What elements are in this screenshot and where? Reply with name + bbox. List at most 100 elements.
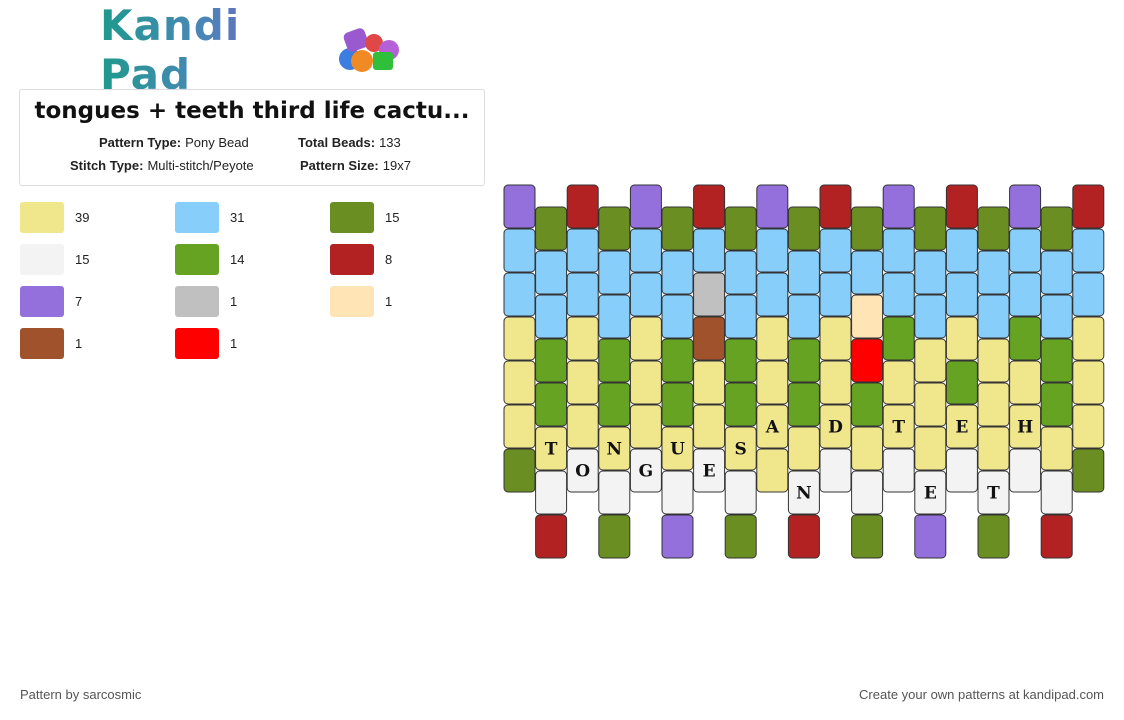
bead-letter: E [955,418,968,438]
pattern-credit: Pattern by sarcosmic [20,687,142,702]
bead [882,316,915,361]
bead [503,184,536,229]
legend-count: 15 [75,252,90,267]
bead [661,206,694,251]
bead [724,338,757,383]
bead [851,382,884,427]
bead [914,382,947,427]
kandi-pad-logo[interactable]: Kandi Pad [100,1,410,99]
total-beads-value: 133 [379,135,401,150]
bead-letter: T [892,418,905,438]
bead [535,250,568,295]
bead [1072,316,1105,361]
bead [1040,206,1073,251]
bead [566,272,599,317]
legend-swatch [20,244,64,275]
bead [693,272,726,317]
bead [629,404,662,449]
bead [598,294,631,339]
legend-count: 14 [230,252,245,267]
bead [724,426,757,471]
bead [977,426,1010,471]
bead [914,426,947,471]
pattern-type-value: Pony Bead [185,135,249,150]
bead [661,426,694,471]
bead [503,228,536,273]
bead [977,294,1010,339]
bead-letter: D [828,418,843,438]
legend-item: 39 [20,202,89,233]
legend-count: 15 [385,210,400,225]
legend-swatch [175,328,219,359]
legend-count: 7 [75,294,83,309]
bead [1040,250,1073,295]
legend-item: 7 [20,286,82,317]
bead [629,316,662,361]
bead [598,206,631,251]
pattern-info-card: tongues + teeth third life cactu... Patt… [19,89,485,186]
bead [503,404,536,449]
bead [1009,272,1042,317]
bead [851,294,884,339]
bead [787,206,820,251]
bead [1040,294,1073,339]
bead [1040,514,1073,559]
stitch-type-value: Multi-stitch/Peyote [147,158,254,173]
bead [756,404,789,449]
bead [914,338,947,383]
bead [1072,448,1105,493]
legend-swatch [330,244,374,275]
bead [661,294,694,339]
bead [629,184,662,229]
bead [945,184,978,229]
legend-count: 1 [385,294,393,309]
bead-letter: G [639,462,654,482]
bead [1072,360,1105,405]
bead [693,228,726,273]
bead [724,250,757,295]
stitch-type: Stitch Type: Multi-stitch/Peyote [70,158,254,173]
bead [1009,316,1042,361]
legend-count: 1 [230,294,238,309]
bead [661,250,694,295]
bead [914,206,947,251]
bead [535,426,568,471]
kandipad-link[interactable]: Create your own patterns at kandipad.com [859,687,1104,702]
bead [1009,404,1042,449]
bead [977,250,1010,295]
bead [566,316,599,361]
bead [787,426,820,471]
bead-letter: T [987,484,1000,504]
bead [882,404,915,449]
bead [851,206,884,251]
bead [724,514,757,559]
bead [787,470,820,515]
bead [977,382,1010,427]
bead [756,184,789,229]
legend-item: 15 [330,202,399,233]
bead [787,514,820,559]
bead [819,360,852,405]
bead-letter: T [545,440,558,460]
pattern-type: Pattern Type: Pony Bead [99,135,249,150]
bead [756,228,789,273]
bead [882,448,915,493]
bead [598,514,631,559]
bead [945,360,978,405]
legend-swatch [20,286,64,317]
bead-letter: S [735,440,747,460]
total-beads-label: Total Beads: [298,135,376,150]
legend-count: 8 [385,252,393,267]
legend-item: 14 [175,244,244,275]
legend-swatch [20,202,64,233]
bead [693,404,726,449]
bead [566,360,599,405]
bead [819,448,852,493]
legend-item: 31 [175,202,244,233]
bead [503,272,536,317]
bead [693,316,726,361]
bead [535,338,568,383]
bead [819,404,852,449]
bead [977,206,1010,251]
